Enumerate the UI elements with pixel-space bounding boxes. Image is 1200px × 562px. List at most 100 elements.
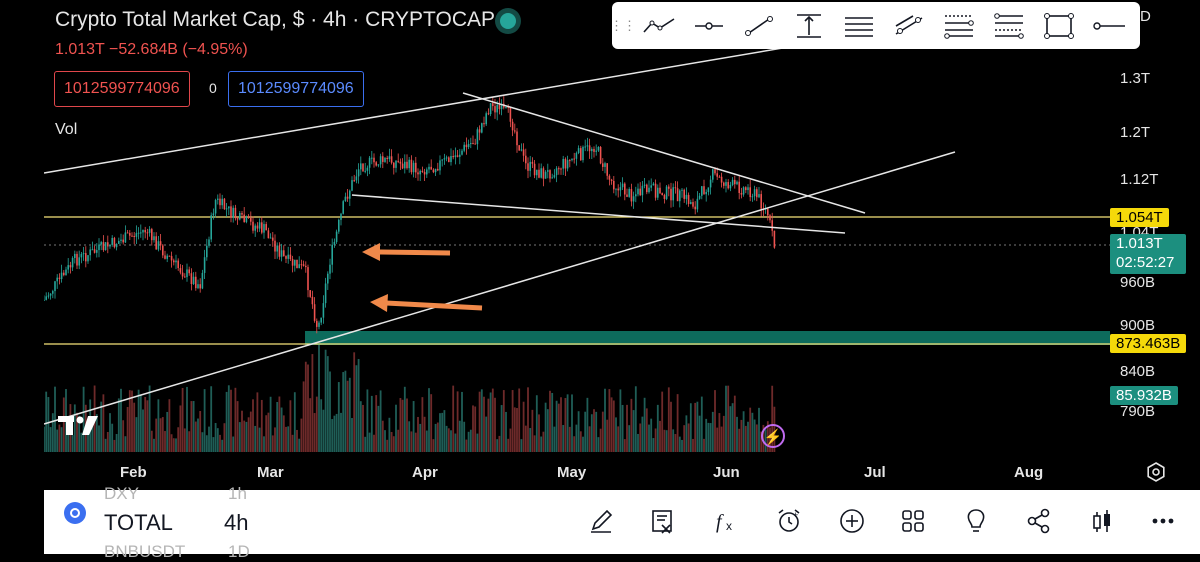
volume-bar (142, 409, 144, 452)
candle-body (549, 170, 551, 179)
volume-bar (474, 406, 477, 452)
candle-body (65, 269, 67, 276)
volume-bar (106, 431, 109, 452)
volume-bar (87, 420, 89, 452)
candle-body (514, 130, 516, 132)
rectangle-icon[interactable] (1034, 2, 1084, 49)
volume-bar (397, 429, 400, 452)
candle-body (373, 157, 375, 163)
candle-body (115, 243, 118, 248)
lightning-icon[interactable]: ⚡ (761, 424, 785, 448)
candle-body (384, 157, 386, 162)
volume-bar (49, 427, 52, 452)
volume-indicator-label[interactable]: Vol (55, 121, 78, 138)
volume-bar (210, 386, 213, 452)
parallel-channel-icon[interactable] (834, 2, 884, 49)
candle-body (338, 219, 340, 232)
chart-area[interactable]: Crypto Total Market Cap, $ · 4h · CRYPTO… (0, 0, 1200, 490)
candle-body (551, 177, 553, 179)
volume-bar (687, 423, 690, 452)
share-icon[interactable] (1021, 503, 1057, 539)
candle-body (276, 245, 278, 252)
volume-bar (379, 390, 382, 452)
volume-bar (340, 412, 342, 452)
candle-body (148, 229, 151, 233)
price-range-icon[interactable] (784, 2, 834, 49)
layout-grid-icon[interactable] (895, 503, 931, 539)
descending-resistance-trendline[interactable] (462, 92, 866, 214)
support-zone[interactable] (305, 331, 1110, 345)
interval-selector[interactable]: 4h (224, 510, 249, 535)
horizontal-ray-icon[interactable] (684, 2, 734, 49)
chart-settings-icon[interactable] (1146, 462, 1166, 482)
upper-trendline[interactable] (43, 39, 831, 174)
candle-body (100, 242, 102, 245)
fib-retracement-icon[interactable] (934, 2, 984, 49)
volume-bar (513, 407, 516, 452)
candle-body (157, 241, 160, 250)
wedge-lower-trendline[interactable] (351, 194, 846, 234)
draw-pencil-icon[interactable] (583, 503, 619, 539)
volume-bar (236, 401, 239, 452)
symbol-selector[interactable]: TOTAL (104, 510, 173, 535)
add-icon[interactable] (834, 503, 870, 539)
more-icon[interactable] (1145, 503, 1181, 539)
volume-bar (208, 426, 210, 452)
volume-bar (740, 419, 743, 452)
trend-line-icon[interactable] (634, 2, 684, 49)
candle-body (643, 184, 646, 186)
volume-bar (230, 389, 232, 452)
arrow-lower[interactable] (370, 294, 483, 312)
candle-body (170, 256, 173, 261)
candle-body (536, 169, 538, 176)
sell-price-button[interactable]: 1012599774096 (54, 71, 190, 107)
volume-bar (461, 391, 463, 452)
candle-type-icon[interactable] (1084, 503, 1120, 539)
fib-extension-icon[interactable] (984, 2, 1034, 49)
drag-handle-icon[interactable]: ⋮⋮ (610, 17, 636, 33)
candle-body (685, 194, 688, 199)
candle-body (146, 232, 149, 234)
candle-body (56, 277, 58, 282)
candle-body (725, 182, 727, 186)
volume-bar (498, 435, 501, 452)
candle-body (399, 161, 402, 164)
volume-bar (494, 397, 496, 452)
candle-body (701, 186, 703, 196)
volume-bar (755, 424, 758, 452)
chart-title[interactable]: Crypto Total Market Cap, $ · 4h · CRYPTO… (55, 8, 495, 31)
buy-price-button[interactable]: 1012599774096 (228, 71, 364, 107)
candle-body (742, 187, 745, 195)
idea-bulb-icon[interactable] (958, 503, 994, 539)
candle-body (162, 245, 164, 256)
volume-bar (320, 399, 323, 452)
candle-body (206, 245, 208, 258)
ray-icon[interactable] (734, 2, 784, 49)
candle-body (470, 143, 472, 145)
time-label: Apr (412, 464, 438, 481)
indicators-icon[interactable] (644, 503, 680, 539)
volume-bar (564, 398, 567, 452)
alert-clock-icon[interactable]: + (771, 503, 807, 539)
horizontal-line-icon[interactable] (1084, 2, 1134, 49)
candle-body (89, 249, 91, 256)
price-chart[interactable] (0, 0, 1200, 490)
candle-body (740, 192, 743, 195)
candle-body (379, 156, 382, 165)
volume-bar (289, 400, 292, 452)
info-line-icon[interactable] (884, 2, 934, 49)
volume-bar (315, 396, 318, 452)
candles (43, 96, 776, 334)
ghost-symbol-below: BNBUSDT (104, 542, 186, 561)
volume-bar (476, 433, 479, 452)
candle-body (632, 196, 635, 202)
candle-body (153, 236, 155, 241)
volume-bar (700, 396, 703, 452)
volume-bar (436, 422, 439, 452)
ascending-support-trendline[interactable] (43, 151, 956, 425)
arrow-upper[interactable] (362, 243, 451, 261)
candle-body (421, 170, 424, 173)
volume-bar (747, 421, 749, 452)
candle-body (617, 188, 619, 191)
